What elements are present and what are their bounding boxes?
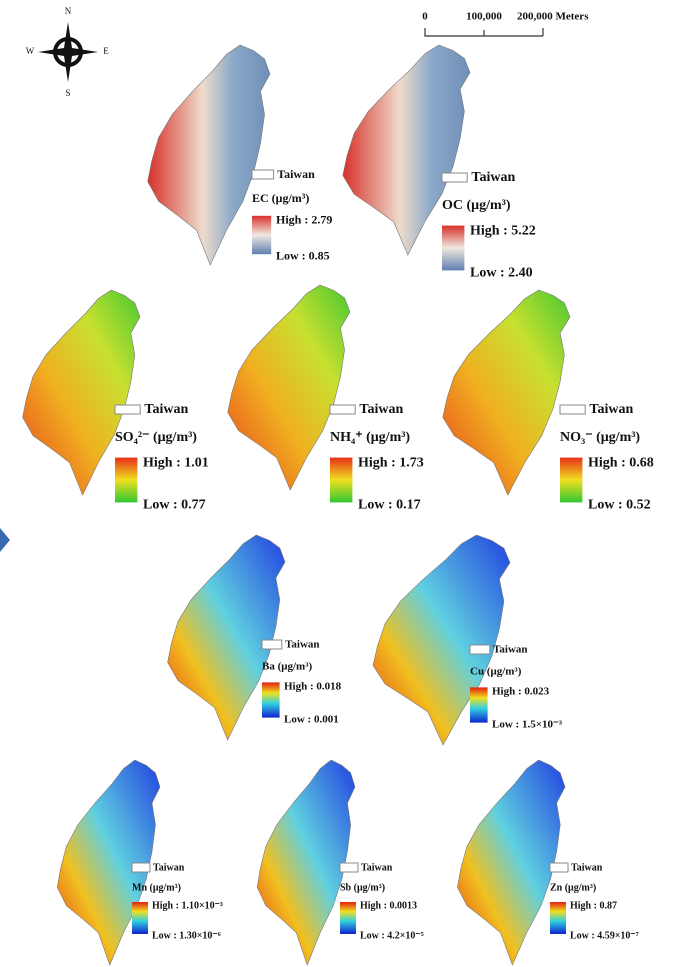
taiwan-map: [443, 290, 570, 495]
legend-high: High : 1.10×10⁻³: [152, 900, 223, 911]
scale-bar: 0 100,000 200,000 Meters: [422, 11, 589, 36]
legend-low: Low : 1.30×10⁻⁶: [152, 930, 221, 941]
map-panel: Taiwan NH₄⁺ (μg/m³) High : 1.73 Low : 0.17: [228, 285, 424, 512]
legend-ramp: [340, 902, 356, 934]
legend-title: Taiwan: [571, 862, 603, 873]
legend-low: Low : 1.5×10⁻³: [492, 718, 563, 730]
legend-box: [132, 863, 150, 872]
legend-box: [330, 405, 355, 414]
legend-high: High : 5.22: [470, 223, 536, 238]
map-panel: Taiwan Cu (μg/m³) High : 0.023 Low : 1.5×10…: [373, 535, 563, 745]
variable-label: Ba (μg/m³): [262, 661, 313, 673]
arrow: [0, 528, 10, 552]
legend-title: Taiwan: [589, 402, 633, 417]
legend-high: High : 2.79: [276, 212, 332, 226]
legend-box: [550, 863, 568, 872]
legend-title: Taiwan: [471, 170, 515, 185]
legend-high: High : 1.01: [143, 455, 209, 470]
scale-label: 0: [422, 11, 428, 23]
legend-ramp: [252, 216, 271, 254]
legend-ramp: [330, 458, 352, 503]
legend-low: Low : 2.40: [470, 265, 533, 280]
taiwan-map: [457, 760, 565, 965]
legend-low: Low : 0.17: [358, 497, 421, 512]
map-panel: Taiwan Ba (μg/m³) High : 0.018 Low : 0.001: [168, 535, 342, 740]
legend-high: High : 0.0013: [360, 900, 417, 911]
legend-box: [340, 863, 358, 872]
taiwan-map: [343, 45, 470, 255]
compass: N E S W: [26, 6, 110, 98]
map-panel: Taiwan Sb (μg/m³) High : 0.0013 Low : 4.2×1…: [257, 760, 424, 965]
legend-title: Taiwan: [144, 402, 188, 417]
legend-low: Low : 0.77: [143, 497, 206, 512]
figure: N E S W 0 100,000 200,000 Meters Taiwan E…: [0, 0, 675, 967]
taiwan-map: [148, 45, 270, 265]
legend-ramp: [470, 687, 488, 722]
legend-title: Taiwan: [359, 402, 403, 417]
legend-ramp: [115, 458, 137, 503]
legend-ramp: [262, 682, 280, 717]
legend-box: [442, 173, 467, 182]
legend-box: [560, 405, 585, 414]
variable-label: SO₄²⁻ (μg/m³): [115, 430, 197, 445]
map-panel: Taiwan Zn (μg/m³) High : 0.87 Low : 4.59×10…: [457, 760, 638, 965]
map-panel: Taiwan OC (μg/m³) High : 5.22 Low : 2.40: [343, 45, 536, 280]
legend-ramp: [560, 458, 582, 503]
legend-low: Low : 4.2×10⁻⁵: [360, 930, 424, 941]
legend-low: Low : 0.52: [588, 497, 651, 512]
map-panel: Taiwan NO₃⁻ (μg/m³) High : 0.68 Low : 0.52: [443, 290, 654, 512]
map-panel: Taiwan EC (μg/m³) High : 2.79 Low : 0.85: [148, 45, 333, 265]
variable-label: EC (μg/m³): [252, 191, 309, 205]
legend-title: Taiwan: [285, 639, 319, 651]
scale-label: 200,000 Meters: [517, 11, 589, 23]
legend-high: High : 0.023: [492, 685, 550, 697]
legend-low: Low : 0.001: [284, 713, 339, 725]
legend-title: Taiwan: [153, 862, 185, 873]
legend-high: High : 0.87: [570, 900, 617, 911]
variable-label: Cu (μg/m³): [470, 666, 522, 678]
legend-low: Low : 0.85: [276, 248, 330, 262]
legend-ramp: [550, 902, 566, 934]
legend-title: Taiwan: [493, 644, 527, 656]
legend-ramp: [132, 902, 148, 934]
legend-title: Taiwan: [361, 862, 393, 873]
compass-e: E: [103, 46, 109, 56]
legend-box: [470, 645, 490, 654]
scale-line: [425, 28, 543, 36]
map-panel: Taiwan Mn (μg/m³) High : 1.10×10⁻³ Low : 1.…: [57, 760, 223, 965]
legend-box: [115, 405, 140, 414]
scale-label: 100,000: [466, 11, 502, 23]
legend-low: Low : 4.59×10⁻⁷: [570, 930, 639, 941]
compass-w: W: [26, 46, 35, 56]
taiwan-map: [373, 535, 510, 745]
legend-high: High : 1.73: [358, 455, 424, 470]
compass-s: S: [65, 88, 70, 98]
legend-box: [252, 170, 274, 179]
map-panel: Taiwan SO₄²⁻ (μg/m³) High : 1.01 Low : 0.77: [23, 290, 209, 512]
variable-label: NO₃⁻ (μg/m³): [560, 430, 640, 445]
variable-label: Zn (μg/m³): [550, 882, 596, 893]
legend-high: High : 0.018: [284, 680, 342, 692]
variable-label: NH₄⁺ (μg/m³): [330, 430, 410, 445]
legend-title: Taiwan: [277, 167, 315, 181]
variable-label: Mn (μg/m³): [132, 882, 181, 893]
legend-ramp: [442, 226, 464, 271]
variable-label: OC (μg/m³): [442, 198, 511, 213]
compass-n: N: [65, 6, 72, 16]
variable-label: Sb (μg/m³): [340, 882, 385, 893]
legend-box: [262, 640, 282, 649]
compass-star: [38, 22, 98, 82]
legend-high: High : 0.68: [588, 455, 654, 470]
